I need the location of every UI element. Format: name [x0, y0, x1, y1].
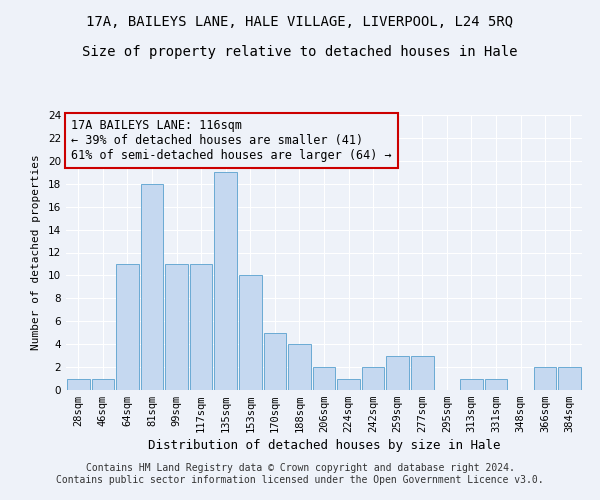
Text: 17A BAILEYS LANE: 116sqm
← 39% of detached houses are smaller (41)
61% of semi-d: 17A BAILEYS LANE: 116sqm ← 39% of detach… [71, 119, 392, 162]
Bar [460, 378, 483, 390]
X-axis label: Distribution of detached houses by size in Hale: Distribution of detached houses by size … [148, 440, 500, 452]
Bar [411, 356, 434, 390]
Bar [386, 356, 409, 390]
Text: Size of property relative to detached houses in Hale: Size of property relative to detached ho… [82, 45, 518, 59]
Bar [263, 332, 286, 390]
Bar [140, 184, 163, 390]
Bar [67, 378, 89, 390]
Bar [214, 172, 237, 390]
Text: 17A, BAILEYS LANE, HALE VILLAGE, LIVERPOOL, L24 5RQ: 17A, BAILEYS LANE, HALE VILLAGE, LIVERPO… [86, 15, 514, 29]
Y-axis label: Number of detached properties: Number of detached properties [31, 154, 41, 350]
Bar [239, 276, 262, 390]
Bar [534, 367, 556, 390]
Bar [190, 264, 212, 390]
Bar [165, 264, 188, 390]
Bar [362, 367, 385, 390]
Bar [116, 264, 139, 390]
Bar [485, 378, 508, 390]
Bar [288, 344, 311, 390]
Bar [337, 378, 360, 390]
Bar [313, 367, 335, 390]
Text: Contains HM Land Registry data © Crown copyright and database right 2024.
Contai: Contains HM Land Registry data © Crown c… [56, 464, 544, 485]
Bar [92, 378, 114, 390]
Bar [559, 367, 581, 390]
